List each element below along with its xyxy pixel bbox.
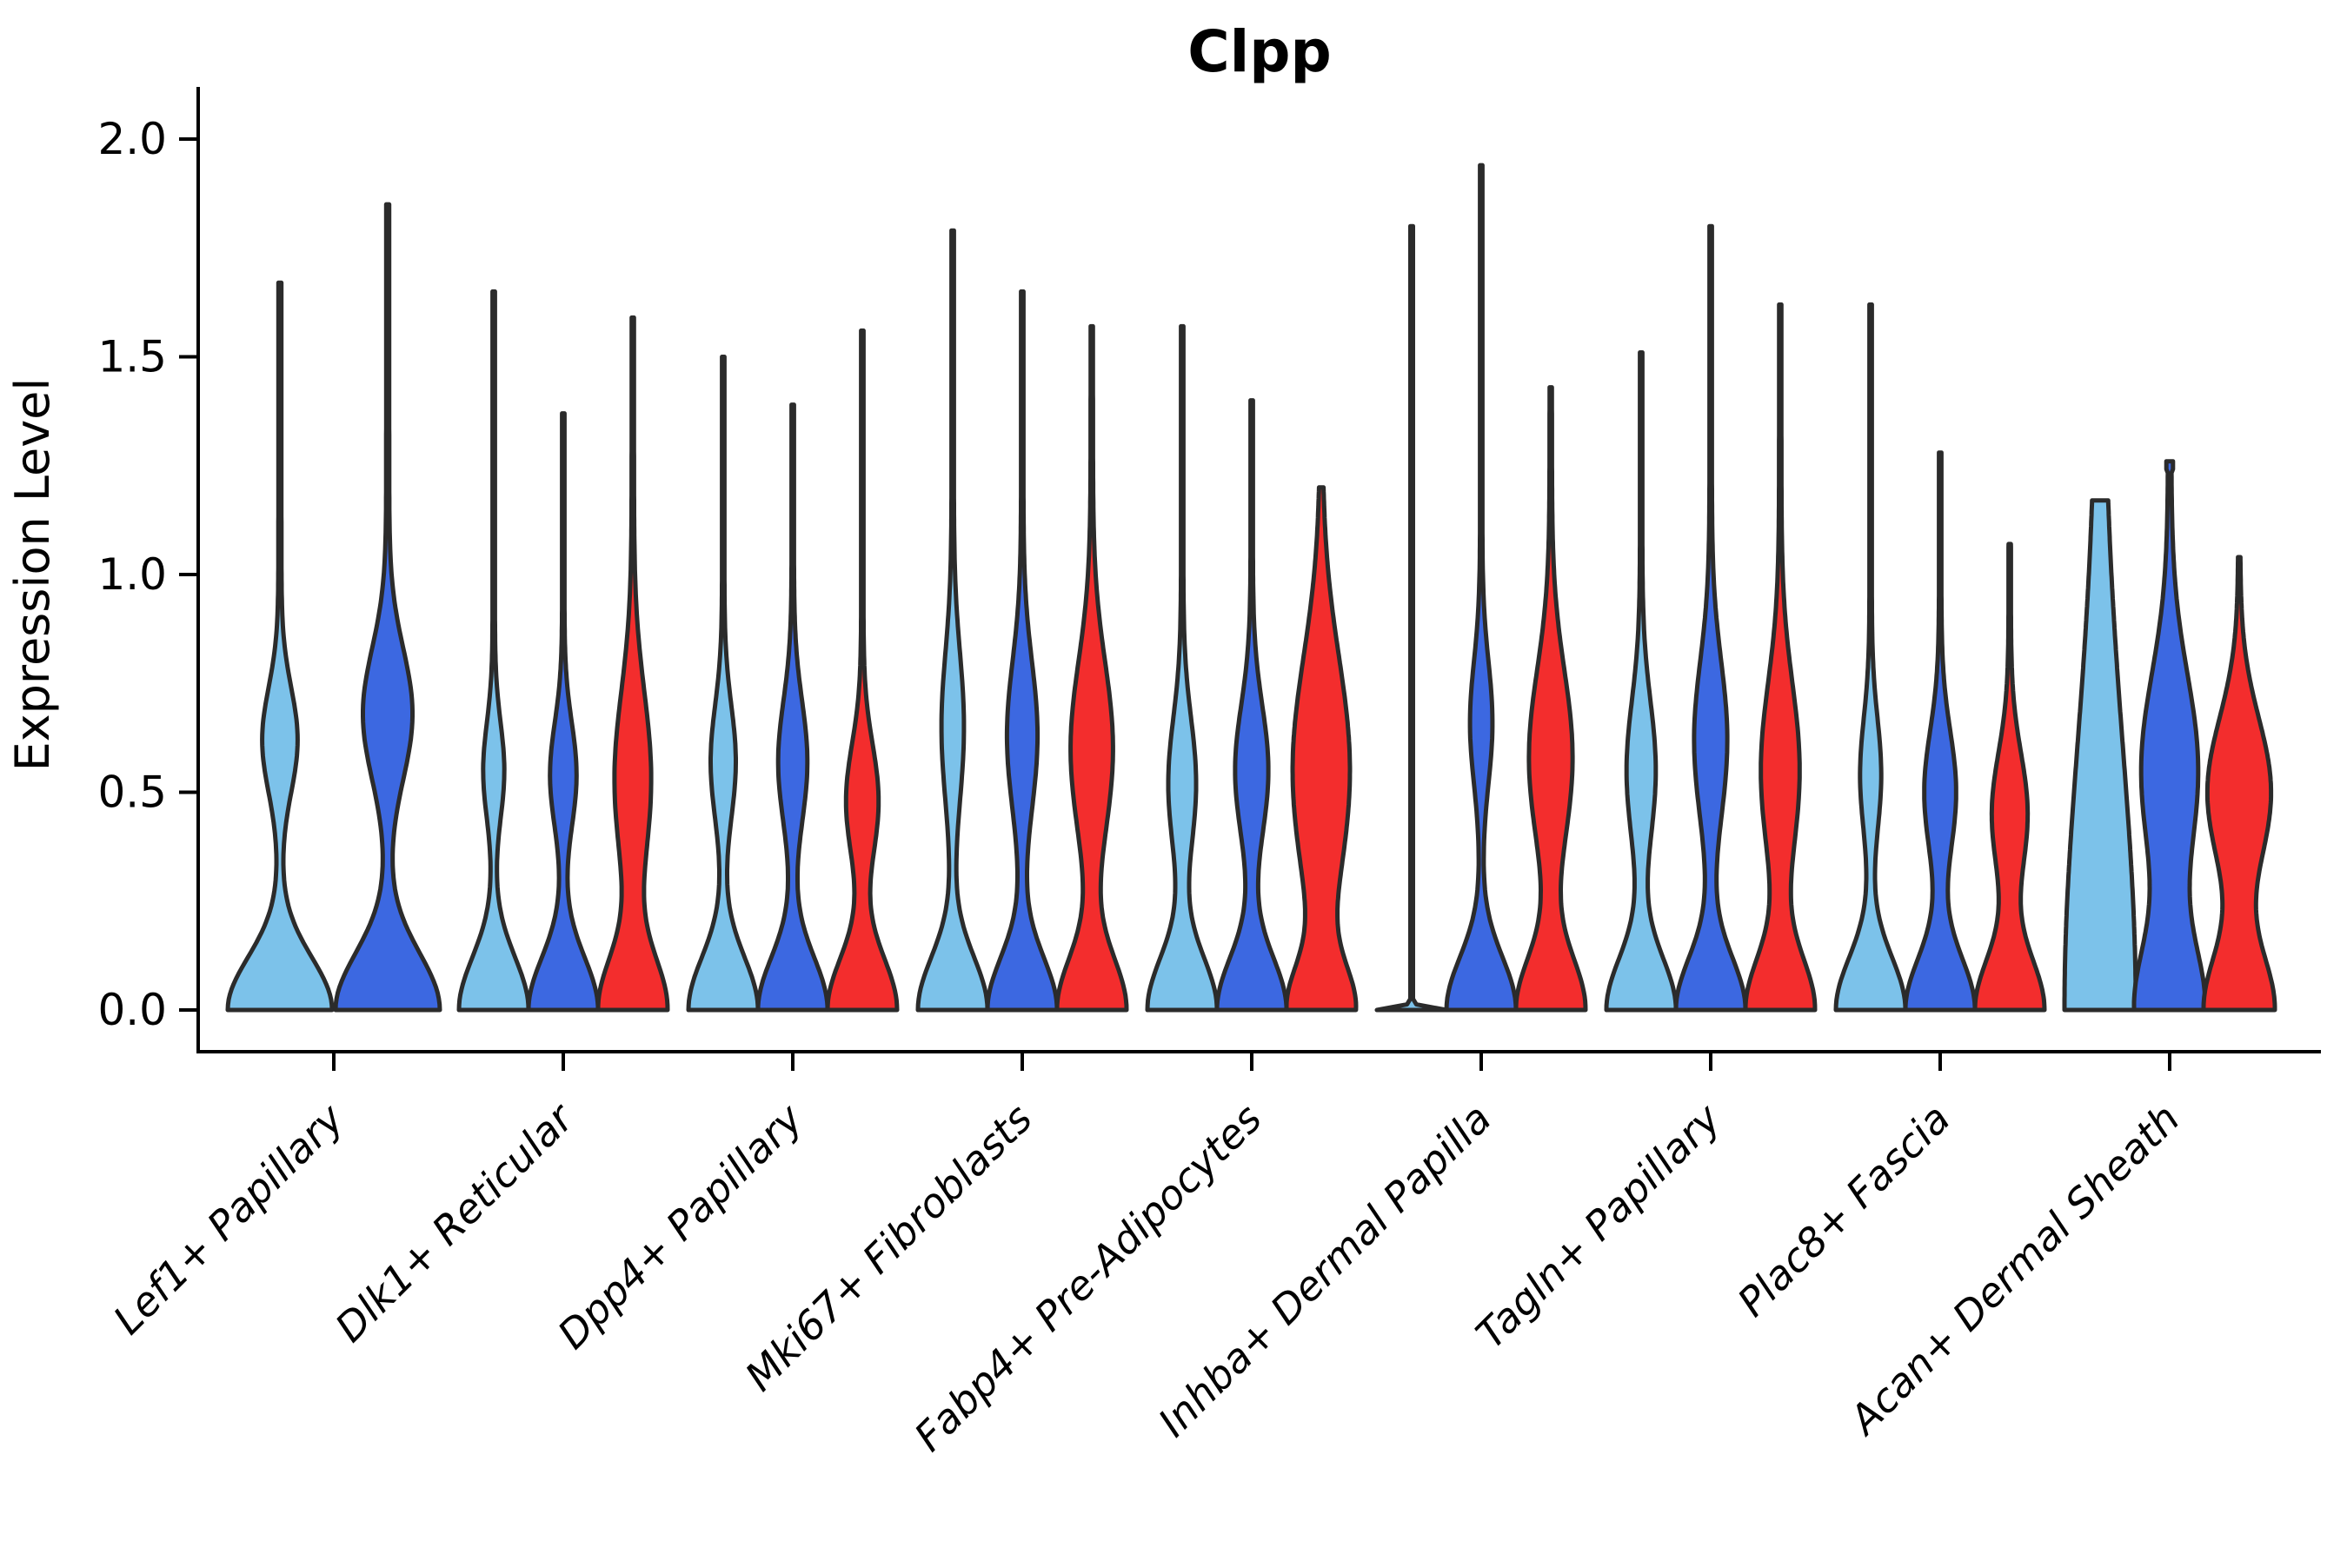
y-tick-label: 0.5 — [97, 767, 167, 818]
violin-inhba-dermal-papilla-dark_blue — [1444, 163, 1519, 1013]
x-tick-label: Lef1+ Papillary — [104, 1094, 353, 1343]
violin-dpp4-papillary-red — [825, 328, 900, 1013]
violin-mki67-fibroblasts-light_blue — [915, 228, 990, 1013]
violin-dpp4-papillary-light_blue — [686, 355, 761, 1013]
violin-series — [225, 163, 2277, 1013]
violin-mki67-fibroblasts-red — [1054, 323, 1129, 1013]
violin-tagln-papillary-red — [1743, 302, 1818, 1013]
violin-acan-dermal-sheath-red — [2201, 555, 2277, 1013]
violin-dpp4-papillary-dark_blue — [755, 402, 830, 1013]
x-tick-label: Plac8+ Fascia — [1728, 1095, 1958, 1325]
x-tick-label: Dlk1+ Reticular — [326, 1093, 584, 1351]
violin-acan-dermal-sheath-light_blue — [2062, 498, 2138, 1013]
violin-fabp4-pre-adipocytes-red — [1284, 485, 1359, 1013]
violin-lef1-papillary-light_blue — [225, 280, 335, 1013]
violin-acan-dermal-sheath-dark_blue — [2131, 459, 2208, 1013]
violin-plac8-fascia-dark_blue — [1903, 450, 1978, 1013]
y-axis-label: Expression Level — [5, 378, 60, 772]
violin-mki67-fibroblasts-dark_blue — [985, 289, 1060, 1013]
violin-fabp4-pre-adipocytes-dark_blue — [1214, 398, 1289, 1013]
y-tick-label: 2.0 — [97, 114, 167, 164]
violin-inhba-dermal-papilla-light_blue — [1374, 223, 1449, 1013]
violin-plac8-fascia-red — [1972, 541, 2047, 1013]
y-tick-label: 1.0 — [97, 549, 167, 600]
violin-dlk1-reticular-dark_blue — [526, 411, 601, 1013]
violin-tagln-papillary-light_blue — [1604, 350, 1679, 1013]
plot-title: Clpp — [1187, 18, 1332, 85]
violin-dlk1-reticular-red — [595, 315, 670, 1013]
y-tick-label: 1.5 — [97, 332, 167, 382]
violin-plac8-fascia-light_blue — [1833, 302, 1908, 1013]
violin-inhba-dermal-papilla-red — [1513, 385, 1588, 1013]
violin-fabp4-pre-adipocytes-light_blue — [1145, 323, 1220, 1013]
violin-tagln-papillary-dark_blue — [1673, 223, 1748, 1013]
violin-dlk1-reticular-light_blue — [456, 289, 531, 1013]
violin-lef1-papillary-dark_blue — [333, 202, 442, 1013]
x-tick-label: Tagln+ Papillary — [1466, 1094, 1730, 1358]
x-tick-label: Dpp4+ Papillary — [549, 1094, 812, 1358]
y-tick-label: 0.0 — [97, 985, 167, 1035]
